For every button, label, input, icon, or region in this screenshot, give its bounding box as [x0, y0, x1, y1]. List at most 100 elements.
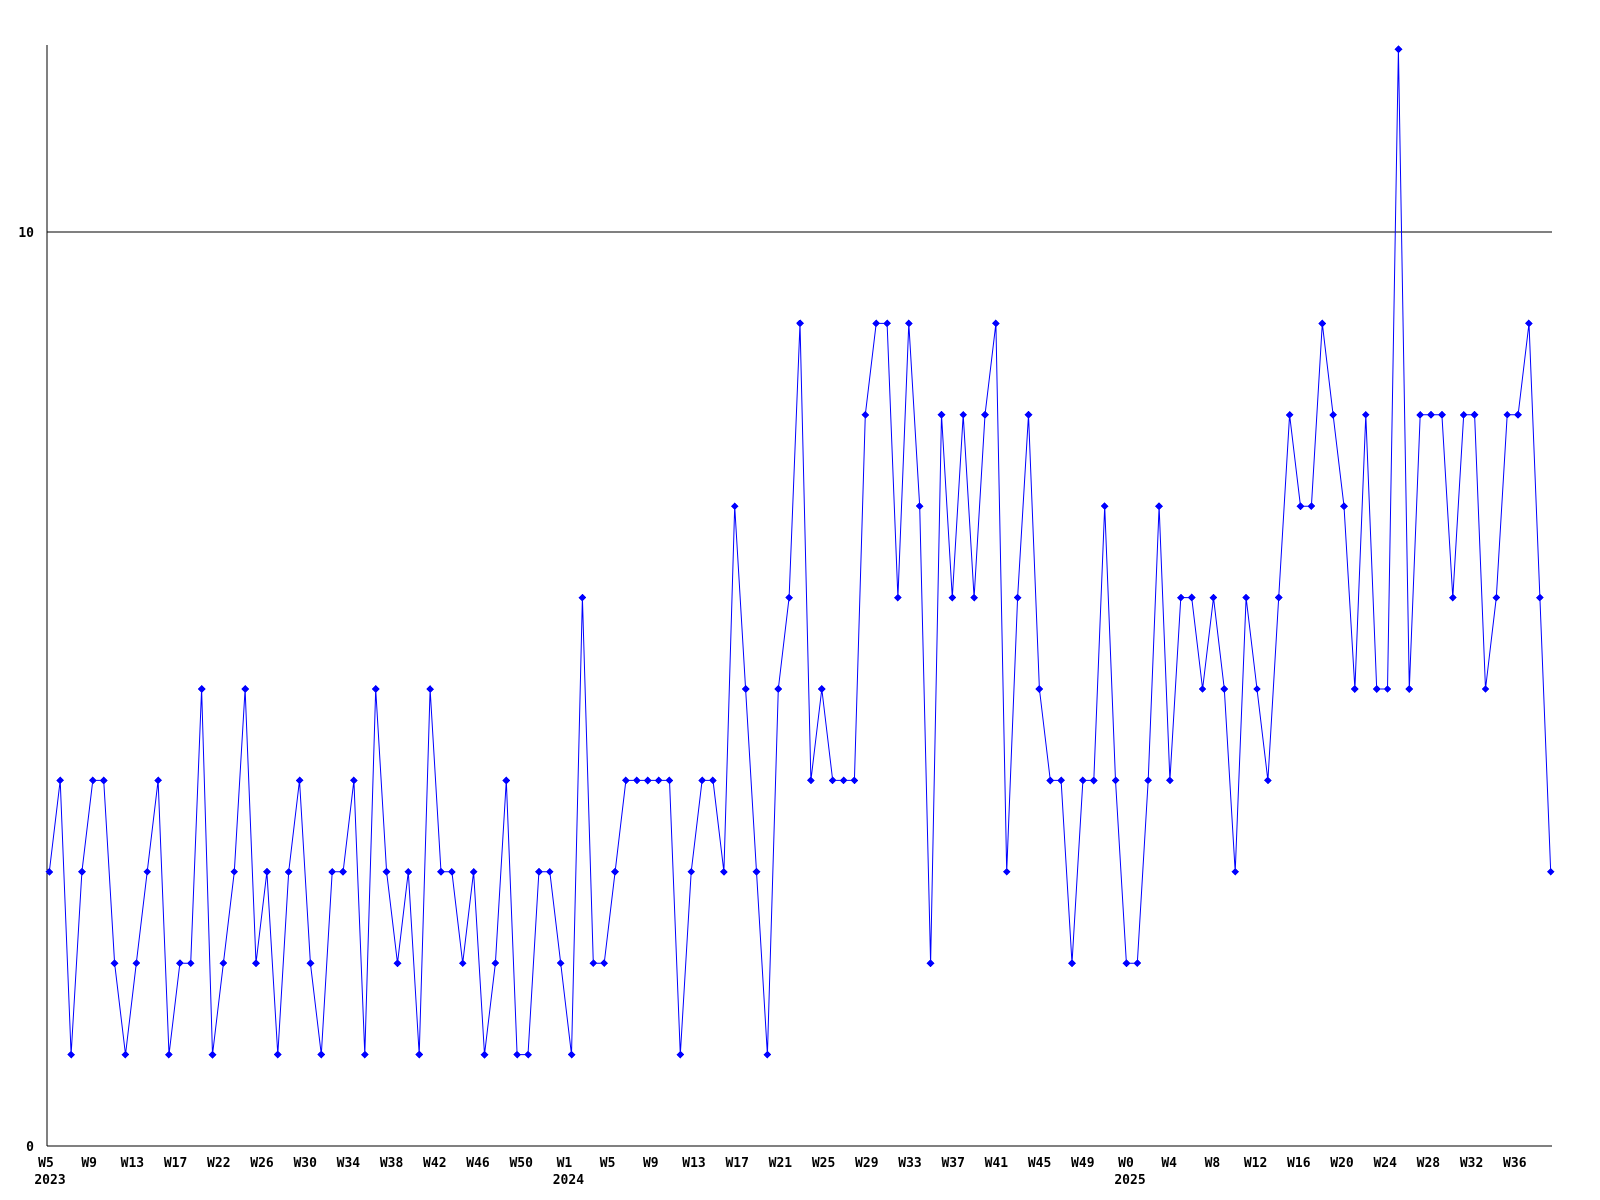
year-label: 2023: [34, 1173, 65, 1188]
data-point-marker: [1535, 593, 1544, 602]
data-point-marker: [632, 776, 641, 785]
data-point-marker: [556, 959, 565, 968]
data-point-marker: [839, 776, 848, 785]
x-tick-label: W30: [293, 1156, 317, 1171]
data-point-marker: [709, 776, 717, 785]
data-point-marker: [273, 1050, 282, 1059]
data-point-marker: [1013, 593, 1022, 602]
x-tick-label: W13: [682, 1156, 705, 1171]
data-point-marker: [752, 867, 761, 876]
x-tick-label: W38: [380, 1156, 404, 1171]
data-point-marker: [1383, 685, 1392, 693]
x-tick-label: W17: [164, 1156, 187, 1171]
data-point-marker: [317, 1050, 326, 1059]
x-tick-label: W41: [985, 1156, 1009, 1171]
data-point-marker: [458, 959, 467, 968]
data-point-marker: [426, 685, 435, 693]
data-point-marker: [165, 1050, 173, 1059]
data-point-marker: [578, 593, 587, 602]
data-point-marker: [110, 959, 119, 968]
data-point-marker: [469, 867, 478, 876]
data-point-marker: [1155, 502, 1163, 511]
x-tick-label: W36: [1503, 1156, 1527, 1171]
data-point-marker: [241, 685, 250, 693]
data-point-marker: [763, 1050, 772, 1059]
data-point-marker: [447, 867, 456, 876]
data-point-marker: [1285, 410, 1294, 419]
data-point-marker: [654, 776, 663, 785]
data-point-marker: [1078, 776, 1087, 785]
x-tick-label: W12: [1244, 1156, 1267, 1171]
data-point-marker: [262, 867, 271, 876]
data-point-marker: [926, 959, 935, 968]
x-tick-label: W29: [855, 1156, 878, 1171]
x-tick-label: W45: [1028, 1156, 1051, 1171]
x-tick-label: W24: [1373, 1156, 1397, 1171]
data-point-marker: [600, 959, 609, 968]
data-point-marker: [785, 593, 794, 602]
data-point-marker: [970, 593, 979, 602]
x-tick-label: W26: [250, 1156, 274, 1171]
data-point-marker: [1089, 776, 1098, 785]
x-tick-label: W22: [207, 1156, 230, 1171]
data-point-marker: [252, 959, 260, 968]
data-point-marker: [1046, 776, 1055, 785]
data-point-marker: [1394, 45, 1403, 54]
data-point-marker: [796, 319, 804, 328]
data-point-marker: [1209, 593, 1218, 602]
data-point-marker: [1111, 776, 1120, 785]
data-point-marker: [1296, 502, 1305, 511]
data-polyline: [48, 49, 1552, 1056]
x-tick-label: W0: [1118, 1156, 1134, 1171]
data-point-marker: [197, 685, 206, 693]
data-point-marker: [56, 776, 65, 785]
data-point-marker: [1405, 685, 1414, 693]
data-point-marker: [741, 685, 750, 693]
data-point-marker: [1459, 410, 1468, 419]
data-point-marker: [883, 319, 891, 328]
data-point-marker: [850, 776, 859, 785]
y-tick-label: 10: [18, 226, 34, 241]
x-tick-label: W50: [509, 1156, 533, 1171]
x-tick-label: W8: [1205, 1156, 1221, 1171]
data-point-marker: [132, 959, 141, 968]
data-point-marker: [524, 1050, 532, 1059]
data-point-marker: [350, 776, 358, 785]
year-label: 2024: [553, 1173, 584, 1188]
data-point-marker: [817, 685, 826, 693]
data-point-marker: [937, 410, 946, 419]
data-point-marker: [567, 1050, 576, 1059]
x-tick-label: W42: [423, 1156, 446, 1171]
data-point-marker: [1242, 593, 1251, 602]
data-point-marker: [534, 867, 543, 876]
year-label: 2025: [1114, 1173, 1145, 1188]
x-tick-label: W13: [121, 1156, 144, 1171]
data-point-marker: [78, 867, 86, 876]
data-point-marker: [502, 776, 511, 785]
x-tick-label: W32: [1460, 1156, 1483, 1171]
data-point-marker: [1372, 685, 1381, 693]
data-point-marker: [1350, 685, 1359, 693]
x-tick-label: W5: [600, 1156, 616, 1171]
x-tick-label: W25: [812, 1156, 835, 1171]
data-point-marker: [1318, 319, 1327, 328]
data-point-marker: [1220, 685, 1229, 693]
data-point-marker: [698, 776, 707, 785]
x-tick-label: W21: [769, 1156, 793, 1171]
data-point-marker: [415, 1050, 424, 1059]
data-point-marker: [404, 867, 413, 876]
data-point-marker: [774, 685, 783, 693]
data-point-marker: [687, 867, 696, 876]
data-point-marker: [1546, 867, 1555, 876]
data-point-marker: [1427, 410, 1435, 419]
x-tick-label: W37: [941, 1156, 964, 1171]
data-point-marker: [589, 959, 598, 968]
data-point-marker: [1438, 410, 1446, 419]
data-point-marker: [1340, 502, 1348, 511]
data-point-marker: [143, 867, 152, 876]
x-tick-label: W1: [557, 1156, 573, 1171]
data-point-marker: [1068, 959, 1076, 968]
x-tick-label: W16: [1287, 1156, 1311, 1171]
data-point-marker: [208, 1050, 217, 1059]
